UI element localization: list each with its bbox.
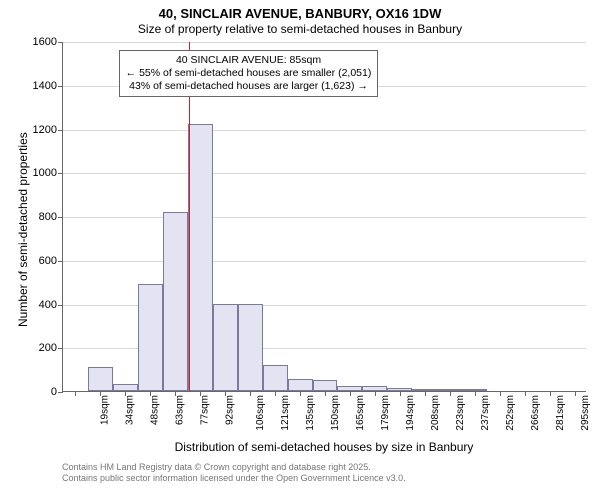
gridline [63,217,586,218]
histogram-bar [238,304,263,392]
xtick-mark [150,391,151,396]
ytick-label: 800 [39,211,57,223]
ytick-label: 1600 [33,36,57,48]
xtick-mark [300,391,301,396]
xtick-label: 194sqm [405,395,416,431]
histogram-bar [288,379,313,391]
xtick-label: 63sqm [175,395,186,425]
gridline [63,130,586,131]
xtick-label: 135sqm [305,395,316,431]
ytick-mark [58,305,63,306]
ytick-label: 1400 [33,80,57,92]
ytick-mark [58,392,63,393]
xtick-label: 252sqm [505,395,516,431]
xtick-mark [175,391,176,396]
annotation-larger: 43% of semi-detached houses are larger (… [126,80,372,93]
ytick-mark [58,261,63,262]
xtick-mark [200,391,201,396]
title-block: 40, SINCLAIR AVENUE, BANBURY, OX16 1DW S… [0,0,600,36]
xtick-label: 295sqm [580,395,591,431]
ytick-mark [58,348,63,349]
xtick-label: 208sqm [430,395,441,431]
x-axis-title: Distribution of semi-detached houses by … [62,440,586,454]
footer-credits: Contains HM Land Registry data © Crown c… [62,462,406,484]
xtick-mark [575,391,576,396]
xtick-label: 106sqm [255,395,266,431]
ytick-label: 1000 [33,167,57,179]
plot-area: 0200400600800100012001400160019sqm34sqm4… [62,42,586,392]
gridline [63,173,586,174]
ytick-mark [58,217,63,218]
footer-line-2: Contains public sector information licen… [62,473,406,484]
xtick-mark [350,391,351,396]
chart-subtitle: Size of property relative to semi-detach… [0,22,600,36]
xtick-mark [450,391,451,396]
xtick-label: 266sqm [530,395,541,431]
histogram-bar [263,365,288,391]
xtick-mark [225,391,226,396]
annotation-property: 40 SINCLAIR AVENUE: 85sqm [126,54,372,67]
xtick-label: 34sqm [125,395,136,425]
xtick-mark [250,391,251,396]
xtick-label: 48sqm [150,395,161,425]
xtick-mark [500,391,501,396]
y-axis-title: Number of semi-detached properties [16,132,30,327]
xtick-label: 92sqm [225,395,236,425]
ytick-label: 0 [51,386,57,398]
xtick-mark [100,391,101,396]
ytick-label: 400 [39,299,57,311]
xtick-label: 165sqm [355,395,366,431]
xtick-mark [325,391,326,396]
xtick-mark [550,391,551,396]
ytick-mark [58,130,63,131]
xtick-mark [75,391,76,396]
gridline [63,42,586,43]
histogram-bar [88,367,113,391]
xtick-mark [425,391,426,396]
xtick-label: 281sqm [555,395,566,431]
xtick-label: 237sqm [480,395,491,431]
annotation-box: 40 SINCLAIR AVENUE: 85sqm← 55% of semi-d… [119,50,379,97]
chart-container: 40, SINCLAIR AVENUE, BANBURY, OX16 1DW S… [0,0,600,500]
footer-line-1: Contains HM Land Registry data © Crown c… [62,462,406,473]
histogram-bar [213,304,238,392]
ytick-label: 1200 [33,124,57,136]
ytick-mark [58,173,63,174]
xtick-mark [400,391,401,396]
xtick-mark [475,391,476,396]
ytick-label: 600 [39,255,57,267]
histogram-bar [188,124,213,391]
histogram-bar [138,284,163,391]
xtick-label: 77sqm [200,395,211,425]
xtick-label: 179sqm [380,395,391,431]
histogram-bar [313,380,338,391]
ytick-mark [58,86,63,87]
xtick-label: 19sqm [100,395,111,425]
histogram-bar [163,212,188,391]
xtick-mark [525,391,526,396]
xtick-mark [375,391,376,396]
xtick-mark [125,391,126,396]
chart-title: 40, SINCLAIR AVENUE, BANBURY, OX16 1DW [0,6,600,21]
xtick-label: 121sqm [280,395,291,431]
ytick-mark [58,42,63,43]
gridline [63,261,586,262]
xtick-label: 150sqm [330,395,341,431]
xtick-label: 223sqm [455,395,466,431]
ytick-label: 200 [39,342,57,354]
annotation-smaller: ← 55% of semi-detached houses are smalle… [126,67,372,80]
xtick-mark [275,391,276,396]
